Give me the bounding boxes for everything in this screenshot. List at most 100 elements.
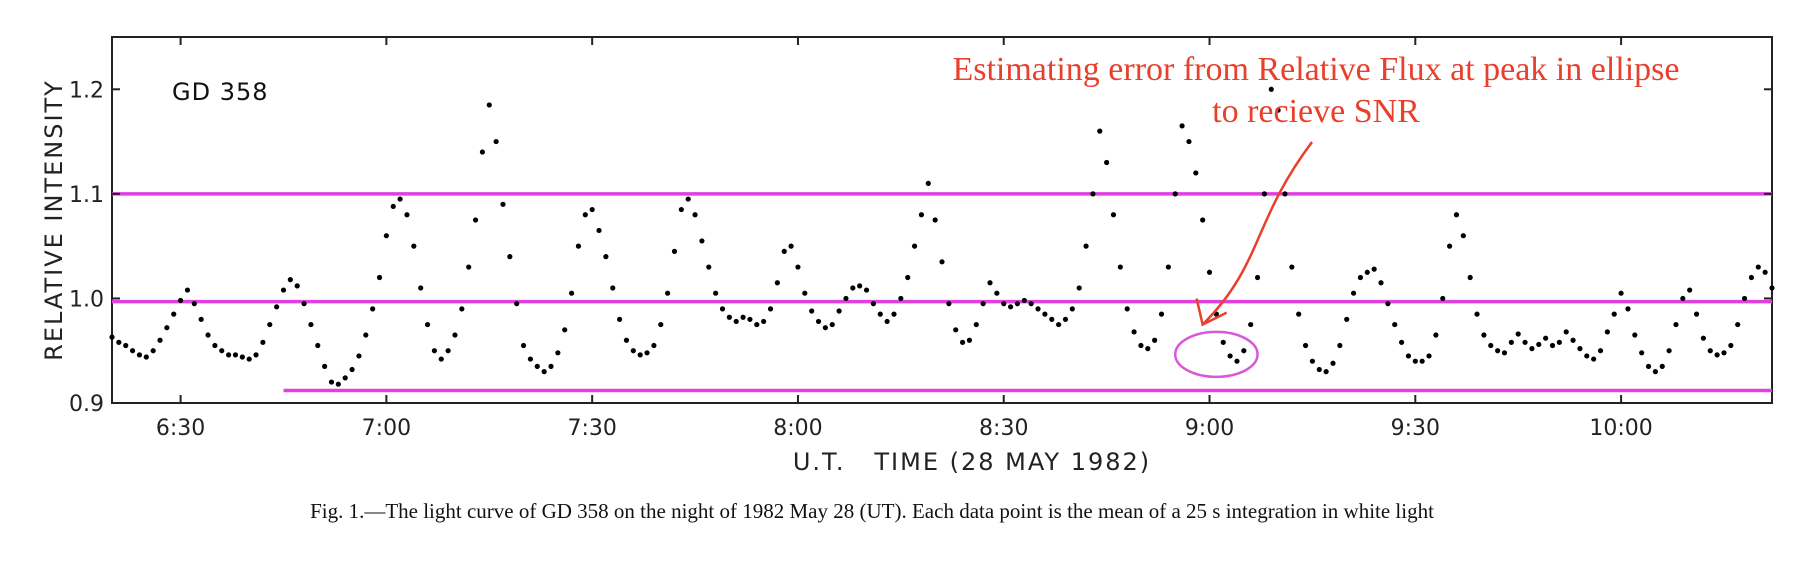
data-point	[1296, 311, 1302, 317]
y-tick-label: 1.0	[69, 287, 104, 312]
data-point	[843, 295, 849, 302]
data-point	[1501, 350, 1508, 356]
data-point	[1138, 342, 1144, 349]
data-point	[1090, 191, 1096, 197]
data-point	[1570, 337, 1576, 343]
data-point	[1467, 274, 1473, 281]
data-point	[452, 332, 458, 338]
data-point	[973, 321, 979, 328]
data-point	[246, 356, 252, 362]
data-point	[1028, 301, 1034, 307]
data-point	[1021, 297, 1027, 304]
reference-lines	[112, 192, 1772, 393]
data-point	[1604, 329, 1610, 335]
data-point	[1488, 342, 1494, 349]
data-point	[1254, 274, 1261, 281]
data-point	[1398, 339, 1405, 345]
data-point	[562, 327, 568, 333]
data-point	[390, 203, 396, 210]
data-point	[582, 212, 588, 218]
data-point	[1611, 311, 1617, 317]
data-point	[706, 264, 712, 270]
data-point	[555, 350, 561, 356]
y-tick-label: 1.1	[69, 183, 104, 208]
data-point	[822, 325, 828, 331]
data-point	[328, 379, 335, 385]
data-point	[219, 348, 225, 354]
data-point	[857, 283, 863, 289]
data-point	[1625, 306, 1631, 312]
data-point	[617, 316, 623, 322]
data-point	[781, 248, 787, 254]
data-point	[939, 259, 945, 265]
data-point	[1158, 311, 1165, 317]
data-point	[877, 311, 883, 317]
data-point	[1357, 274, 1364, 281]
data-point	[630, 348, 636, 354]
data-point	[1693, 311, 1700, 317]
data-point	[1666, 348, 1672, 354]
x-tick-label: 6:30	[156, 416, 205, 441]
data-point	[953, 327, 959, 333]
x-tick-label: 10:00	[1589, 416, 1652, 441]
data-point	[1536, 341, 1542, 348]
data-point	[1385, 301, 1391, 307]
data-point	[1714, 352, 1720, 358]
data-point	[740, 314, 746, 320]
data-point	[1515, 331, 1521, 337]
annotation-arrow	[1201, 141, 1314, 326]
data-point	[1117, 264, 1123, 270]
data-point	[1282, 191, 1288, 197]
data-point	[1316, 366, 1322, 373]
data-point	[1460, 233, 1466, 239]
x-tick-label: 7:30	[567, 416, 616, 441]
data-point	[1056, 321, 1062, 328]
data-point	[1172, 191, 1178, 197]
data-point	[1563, 329, 1569, 335]
data-point	[514, 301, 520, 307]
data-point	[1145, 346, 1151, 352]
data-point	[1179, 123, 1185, 129]
data-point	[1707, 348, 1713, 354]
data-point	[836, 308, 842, 314]
data-point	[548, 363, 554, 369]
data-point	[1165, 264, 1171, 270]
data-point	[1042, 311, 1048, 317]
data-point	[342, 375, 348, 381]
data-point	[287, 277, 293, 283]
data-point	[356, 353, 362, 359]
data-point	[1323, 369, 1329, 375]
data-point	[418, 285, 424, 291]
data-point	[685, 196, 691, 202]
data-point	[665, 290, 671, 296]
data-point	[1447, 243, 1453, 249]
data-point	[1645, 363, 1652, 369]
x-tick-label: 7:00	[362, 416, 411, 441]
data-point	[966, 337, 973, 343]
data-point	[109, 334, 115, 340]
data-point	[1652, 369, 1658, 375]
annotation-line-2: to recieve SNR	[1212, 93, 1420, 130]
data-point	[1186, 138, 1192, 145]
data-point	[363, 332, 369, 338]
data-point	[466, 264, 472, 270]
data-point	[493, 138, 499, 145]
y-tick-label: 0.9	[69, 392, 104, 417]
data-point	[1152, 337, 1158, 343]
data-point	[1673, 321, 1679, 328]
data-point	[1597, 348, 1604, 354]
data-point	[411, 243, 417, 249]
data-point	[692, 212, 698, 218]
data-point	[699, 238, 705, 244]
data-point	[171, 311, 177, 317]
data-point	[1309, 358, 1316, 364]
data-point	[1261, 191, 1267, 197]
annotation-ellipse	[1173, 330, 1259, 379]
data-point	[980, 301, 986, 307]
data-point	[1474, 311, 1480, 317]
data-point	[1268, 86, 1274, 92]
data-point	[177, 297, 184, 304]
data-point	[1762, 269, 1768, 275]
data-point	[671, 248, 678, 254]
data-point	[129, 348, 136, 354]
